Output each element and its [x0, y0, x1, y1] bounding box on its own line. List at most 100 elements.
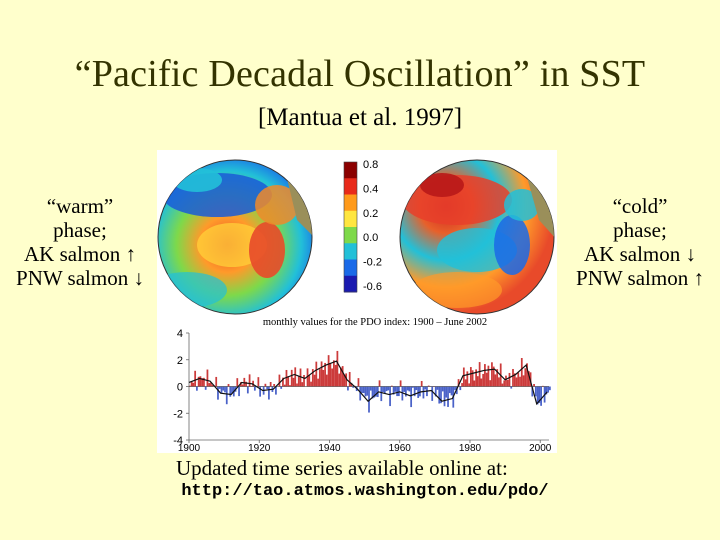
pdo-bar-positive [310, 381, 312, 387]
pdo-bar-positive [248, 374, 251, 387]
pdo-bar-positive [515, 377, 518, 387]
pdo-bar-negative [536, 386, 539, 405]
pdo-bar-positive [489, 380, 492, 387]
pdo-bar-positive [350, 382, 353, 387]
pdo-bar-negative [204, 386, 207, 390]
pdo-bar-positive [290, 369, 293, 387]
pdo-bar-positive [245, 381, 247, 387]
pdo-bar-negative [510, 386, 513, 389]
y-tick-label: 4 [177, 328, 183, 340]
pdo-bar-negative [362, 386, 365, 394]
x-tick-label: 1940 [318, 443, 341, 453]
pdo-bar-positive [378, 380, 381, 387]
pdo-bar-positive [468, 383, 470, 387]
pdo-bar-negative [382, 386, 384, 393]
pdo-bar-positive [492, 366, 495, 387]
pdo-bar-positive [505, 375, 507, 387]
pdo-bar-positive [315, 361, 318, 387]
pdo-bar-negative [534, 386, 537, 397]
pdo-bar-negative [454, 386, 456, 390]
pdo-bar-negative [538, 386, 541, 403]
pdo-bar-negative [366, 386, 369, 396]
colorbar-segment [344, 210, 357, 228]
pdo-bar-positive [340, 367, 342, 387]
warm-phase-word: phase; [53, 218, 107, 242]
colorbar-segment [344, 227, 357, 244]
pdo-bar-positive [294, 367, 297, 387]
pdo-url-text[interactable]: http://tao.atmos.washington.edu/pdo/ [181, 482, 549, 501]
pdo-bar-negative [253, 386, 256, 391]
pdo-bar-positive [336, 350, 339, 387]
pdo-bar-negative [222, 386, 225, 391]
pdo-bar-positive [501, 383, 504, 387]
pdo-bar-negative [361, 386, 363, 394]
pdo-bar-positive [524, 368, 527, 387]
colorbar-frame [343, 161, 358, 293]
pdo-bar-negative [415, 386, 418, 391]
pdo-bar-negative [422, 386, 425, 399]
pdo-bar-positive [427, 385, 430, 387]
pdo-bar-negative [369, 386, 372, 391]
pdo-bar-positive [301, 382, 304, 387]
pdo-bar-negative [405, 386, 407, 397]
pdo-bar-negative [268, 386, 270, 400]
pdo-bar-positive [512, 368, 514, 387]
pdo-bar-positive [297, 376, 300, 387]
pdo-bar-positive [526, 363, 528, 387]
pdo-bar-positive [466, 371, 469, 387]
pdo-bar-positive [299, 368, 302, 387]
cold-phase-panel: “cold” phase; AK salmon ↓ PNW salmon ↑ [560, 194, 720, 290]
pdo-bar-positive [313, 374, 316, 387]
pdo-bar-positive [243, 377, 246, 387]
pdo-bar-positive [264, 383, 267, 387]
pdo-bar-negative [443, 386, 446, 407]
slide-subtitle: [Mantua et al. 1997] [257, 104, 463, 131]
pdo-bar-positive [329, 363, 332, 387]
pdo-bar-positive [480, 378, 483, 387]
pdo-bar-negative [549, 386, 551, 391]
pdo-bar-negative [540, 386, 542, 406]
pdo-bar-positive [484, 364, 486, 387]
pdo-bar-negative [231, 386, 233, 394]
pdo-bar-positive [498, 377, 500, 387]
pdo-bar-negative [392, 386, 395, 395]
pdo-bar-positive [343, 374, 346, 387]
pdo-bar-positive [208, 383, 211, 387]
pdo-bar-negative [246, 386, 249, 394]
pdo-bar-positive [508, 372, 511, 387]
y-tick-label: 2 [177, 355, 183, 367]
pdo-bar-positive [494, 374, 497, 387]
pdo-bar-positive [327, 355, 330, 387]
pdo-bar-positive [520, 358, 523, 387]
pdo-bar-positive [190, 381, 193, 387]
pdo-bar-positive [399, 380, 402, 387]
pdo-bar-negative [410, 386, 413, 408]
colorbar [343, 161, 358, 293]
pdo-bar-positive [197, 376, 200, 387]
pdo-bar-positive [420, 380, 423, 387]
pdo-bar-positive [308, 375, 311, 387]
pdo-bar-negative [229, 386, 232, 397]
pdo-bar-negative [436, 386, 439, 390]
pdo-bar-positive [257, 377, 260, 387]
pdo-bar-positive [203, 377, 205, 387]
pdo-bar-negative [408, 386, 411, 392]
pdo-url[interactable]: http://tao.atmos.washington.edu/pdo/ [0, 482, 720, 501]
y-tick-label: -4 [173, 435, 183, 447]
colorbar-segment [344, 178, 357, 195]
pdo-bar-positive [334, 364, 337, 387]
pdo-bar-negative [259, 386, 261, 397]
pdo-bar-negative [412, 386, 414, 388]
pdo-bar-positive [241, 384, 244, 387]
pdo-bar-positive [194, 370, 197, 387]
colorbar-labels: 0.8 0.4 0.2 0.0 -0.2 -0.6 [363, 159, 382, 293]
pdo-bar-negative [275, 386, 277, 395]
pdo-bar-positive [303, 374, 305, 387]
pdo-bar-positive [457, 379, 460, 387]
cold-ak-salmon: AK salmon ↓ [584, 242, 696, 266]
pdo-bar-positive [324, 362, 326, 387]
caption-text: Updated time series available online at: [176, 456, 508, 480]
cold-pnw-salmon: PNW salmon ↑ [576, 266, 704, 290]
pdo-bar-negative [389, 386, 391, 407]
pdo-bar-negative [406, 386, 409, 391]
